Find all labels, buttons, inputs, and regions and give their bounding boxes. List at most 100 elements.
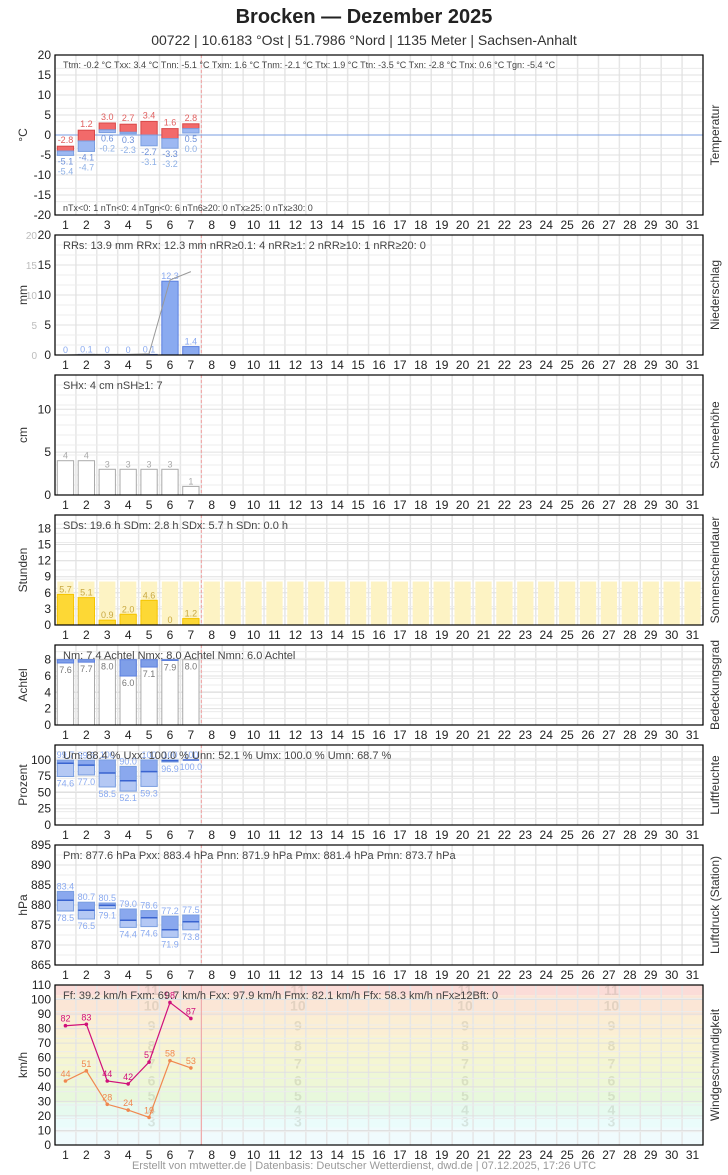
- pressure-max-label: 80.5: [98, 893, 116, 903]
- x-tick-label: 27: [602, 628, 616, 642]
- pressure-max-label: 77.5: [182, 905, 200, 915]
- x-tick-label: 10: [247, 828, 261, 842]
- wind-label: 44: [102, 1069, 112, 1079]
- y-tick-label: 6: [44, 669, 51, 683]
- bft-label: 7: [607, 1056, 615, 1072]
- pressure-lower-bar: [161, 929, 179, 938]
- y-tick-label: 70: [38, 1036, 52, 1050]
- x-tick-label: 18: [414, 968, 428, 982]
- x-tick-label: 5: [146, 628, 153, 642]
- wind-label: 51: [81, 1059, 91, 1069]
- x-tick-label: 17: [393, 218, 407, 232]
- x-tick-label: 24: [540, 728, 554, 742]
- x-tick-label: 2: [83, 628, 90, 642]
- x-tick-label: 8: [208, 358, 215, 372]
- tmax-label: 2.7: [122, 113, 135, 123]
- x-tick-label: 23: [519, 498, 533, 512]
- stats-top: Nm: 7.4 Achtel Nmx: 8.0 Achtel Nmn: 6.0 …: [63, 650, 295, 662]
- y-tick-label: -20: [34, 208, 52, 222]
- y-tick-label: 0: [44, 128, 51, 142]
- x-tick-label: 22: [498, 1148, 512, 1162]
- pressure-max-label: 79.0: [119, 899, 137, 909]
- x-tick-label: 26: [581, 968, 595, 982]
- x-tick-label: 6: [167, 218, 174, 232]
- x-tick-label: 24: [540, 968, 554, 982]
- x-tick-label: 27: [602, 968, 616, 982]
- x-tick-label: 29: [644, 1148, 658, 1162]
- x-tick-label: 7: [188, 828, 195, 842]
- sun-possible-bar: [308, 581, 325, 625]
- x-tick-label: 5: [146, 828, 153, 842]
- x-tick-label: 31: [686, 968, 700, 982]
- pressure-lower-bar: [56, 899, 75, 912]
- x-tick-label: 26: [581, 828, 595, 842]
- x-tick-label: 31: [686, 358, 700, 372]
- x-tick-label: 21: [477, 828, 491, 842]
- x-tick-label: 17: [393, 1148, 407, 1162]
- bft-label: 3: [294, 1114, 302, 1130]
- x-tick-label: 5: [146, 968, 153, 982]
- pressure-min-label: 79.1: [98, 911, 116, 921]
- y2-tick-label: 5: [31, 321, 37, 332]
- x-tick-label: 25: [560, 828, 574, 842]
- x-tick-label: 16: [372, 498, 386, 512]
- x-tick-label: 8: [208, 1148, 215, 1162]
- pressure-min-label: 74.4: [119, 929, 137, 939]
- x-tick-label: 10: [247, 968, 261, 982]
- bft-label: 4: [461, 1101, 469, 1117]
- x-tick-label: 29: [644, 218, 658, 232]
- y-tick-label: 18: [38, 521, 52, 535]
- humidity-max-label: 99.7: [57, 750, 75, 760]
- x-tick-label: 12: [289, 968, 303, 982]
- wind-point: [84, 1069, 89, 1073]
- y-tick-label: 0: [44, 618, 51, 632]
- x-tick-label: 5: [146, 498, 153, 512]
- cloud-clear-part: [56, 659, 75, 664]
- x-tick-label: 21: [477, 1148, 491, 1162]
- x-tick-label: 22: [498, 828, 512, 842]
- sun-possible-bar: [287, 581, 304, 625]
- x-tick-label: 22: [498, 628, 512, 642]
- sun-possible-bar: [329, 581, 346, 625]
- humidity-min-label: 52.1: [119, 793, 137, 803]
- y-tick-label: 8: [44, 653, 51, 667]
- tmin-label: 0.5: [185, 134, 198, 144]
- humidity-max-label: 100: [142, 750, 157, 760]
- x-tick-label: 26: [581, 628, 595, 642]
- bft-label: 9: [461, 1018, 469, 1034]
- x-tick-label: 4: [125, 358, 132, 372]
- x-tick-label: 21: [477, 498, 491, 512]
- sun-bar: [182, 618, 200, 626]
- tgn-label: -4.7: [79, 162, 95, 172]
- precip-bar: [161, 280, 179, 356]
- temp-max-bar: [98, 122, 116, 131]
- x-tick-label: 22: [498, 218, 512, 232]
- y-tick-label: 5: [44, 108, 51, 122]
- temp-max-bar: [119, 123, 137, 133]
- precip-label: 1.4: [185, 337, 198, 347]
- x-tick-label: 2: [83, 218, 90, 232]
- sun-bar: [77, 597, 96, 626]
- snow-label: 4: [63, 451, 68, 461]
- tgn-label: -0.2: [100, 144, 116, 154]
- y-tick-label: 25: [38, 802, 52, 816]
- x-tick-label: 27: [602, 218, 616, 232]
- x-tick-label: 3: [104, 628, 111, 642]
- x-tick-label: 18: [414, 828, 428, 842]
- cloud-label: 7.7: [80, 664, 93, 674]
- x-tick-label: 24: [540, 218, 554, 232]
- x-tick-label: 13: [310, 628, 324, 642]
- pressure-min-label: 71.9: [161, 939, 179, 949]
- x-tick-label: 31: [686, 628, 700, 642]
- sun-bar: [119, 613, 137, 626]
- bft-label: 10: [604, 997, 620, 1013]
- snow-bar: [98, 468, 116, 496]
- y-axis-label: Achtel: [16, 668, 30, 701]
- x-tick-label: 2: [83, 358, 90, 372]
- x-tick-label: 24: [540, 828, 554, 842]
- snow-bar: [119, 468, 137, 496]
- temp-max-bar: [140, 120, 158, 136]
- chart-pressure: 89589088588087587086583.478.580.776.580.…: [16, 838, 722, 982]
- x-tick-label: 6: [167, 358, 174, 372]
